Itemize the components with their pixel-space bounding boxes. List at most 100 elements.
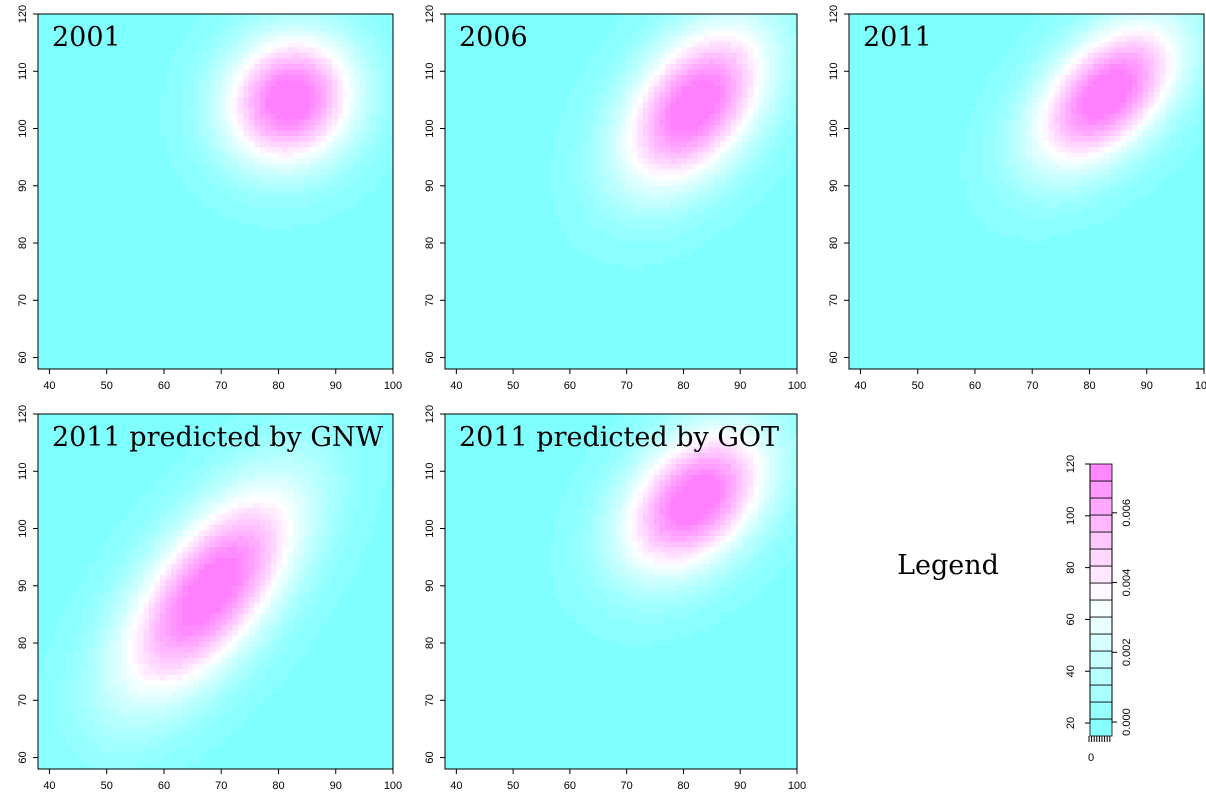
heatmap-cell (110, 253, 116, 259)
heatmap-cell (321, 164, 327, 170)
heatmap-cell (138, 280, 144, 286)
heatmap-cell (221, 264, 227, 270)
heatmap-cell (238, 241, 244, 247)
heatmap-cell (88, 319, 94, 325)
heatmap-cell (265, 92, 271, 98)
y-tick-label: 70 (17, 294, 29, 306)
heatmap-cell (149, 75, 155, 81)
heatmap-cell (44, 347, 50, 353)
heatmap-cell (451, 214, 457, 220)
heatmap-cell (338, 20, 344, 26)
heatmap-cell (462, 253, 468, 259)
heatmap-cell (243, 142, 249, 148)
heatmap-cell (489, 347, 495, 353)
heatmap-cell (326, 14, 332, 20)
heatmap-cell (326, 219, 332, 225)
heatmap-cell (332, 297, 338, 303)
heatmap-cell (44, 192, 50, 198)
heatmap-cell (456, 75, 462, 81)
heatmap-cell (171, 108, 177, 114)
heatmap-cell (265, 291, 271, 297)
heatmap-cell (343, 341, 349, 347)
heatmap-cell (467, 130, 473, 136)
heatmap-cell (254, 31, 260, 37)
heatmap-cell (199, 53, 205, 59)
heatmap-cell (82, 69, 88, 75)
heatmap-cell (71, 319, 77, 325)
heatmap-cell (216, 136, 222, 142)
heatmap-cell (467, 286, 473, 292)
heatmap-cell (55, 197, 61, 203)
heatmap-cell (182, 14, 188, 20)
heatmap-cell (315, 275, 321, 281)
heatmap-cell (376, 142, 382, 148)
heatmap-cell (249, 164, 255, 170)
heatmap-cell (143, 186, 149, 192)
heatmap-cell (326, 241, 332, 247)
heatmap-cell (77, 214, 83, 220)
heatmap-cell (254, 92, 260, 98)
heatmap-cell (199, 36, 205, 42)
heatmap-cell (243, 75, 249, 81)
heatmap-cell (227, 108, 233, 114)
heatmap-cell (71, 253, 77, 259)
heatmap-cell (44, 42, 50, 48)
heatmap-cell (315, 130, 321, 136)
heatmap-cell (310, 325, 316, 331)
heatmap-cell (249, 314, 255, 320)
heatmap-cell (82, 358, 88, 364)
heatmap-cell (116, 230, 122, 236)
heatmap-cell (500, 175, 506, 181)
heatmap-cell (321, 36, 327, 42)
heatmap-cell (478, 286, 484, 292)
heatmap-cell (321, 253, 327, 259)
heatmap-cell (478, 103, 484, 109)
heatmap-cell (445, 130, 451, 136)
heatmap-cell (456, 197, 462, 203)
heatmap-cell (376, 180, 382, 186)
heatmap-cell (93, 302, 99, 308)
heatmap-cell (116, 258, 122, 264)
heatmap-cell (66, 153, 72, 159)
heatmap-cell (210, 164, 216, 170)
heatmap-cell (349, 20, 355, 26)
heatmap-cell (484, 69, 490, 75)
heatmap-cell (149, 153, 155, 159)
heatmap-cell (326, 158, 332, 164)
heatmap-cell (349, 36, 355, 42)
heatmap-cell (199, 169, 205, 175)
heatmap-cell (38, 175, 44, 181)
heatmap-cell (293, 147, 299, 153)
heatmap-cell (166, 236, 172, 242)
heatmap-cell (360, 36, 366, 42)
heatmap-cell (177, 47, 183, 53)
heatmap-cell (332, 208, 338, 214)
heatmap-cell (489, 103, 495, 109)
heatmap-cell (60, 330, 66, 336)
heatmap-cell (93, 241, 99, 247)
heatmap-cell (44, 258, 50, 264)
heatmap-cell (467, 358, 473, 364)
heatmap-cell (473, 147, 479, 153)
heatmap-cell (451, 186, 457, 192)
heatmap-cell (282, 114, 288, 120)
heatmap-cell (371, 302, 377, 308)
heatmap-cell (193, 175, 199, 181)
heatmap-cell (210, 236, 216, 242)
heatmap-cell (445, 208, 451, 214)
heatmap-cell (204, 180, 210, 186)
heatmap-cell (282, 230, 288, 236)
heatmap-cell (71, 103, 77, 109)
heatmap-cell (451, 119, 457, 125)
heatmap-cell (243, 358, 249, 364)
heatmap-cell (326, 314, 332, 320)
heatmap-cell (360, 53, 366, 59)
heatmap-cell (49, 125, 55, 131)
heatmap-cell (82, 336, 88, 342)
heatmap-cell (315, 297, 321, 303)
heatmap-cell (188, 269, 194, 275)
heatmap-cell (210, 253, 216, 259)
heatmap-cell (55, 291, 61, 297)
heatmap-cell (182, 142, 188, 148)
heatmap-cell (456, 258, 462, 264)
